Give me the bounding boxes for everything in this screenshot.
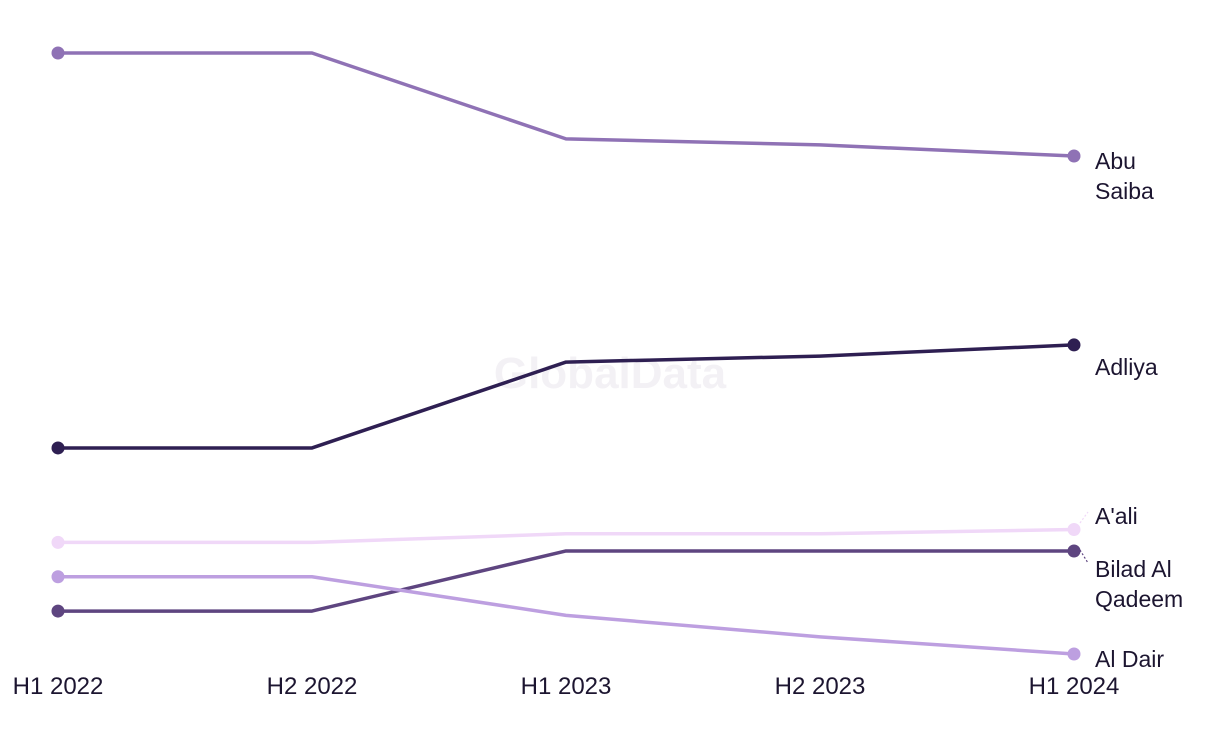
x-tick-label-h1-2022: H1 2022 bbox=[13, 673, 104, 700]
data-point-abu-saiba-end bbox=[1067, 149, 1081, 163]
x-axis: H1 2022 H2 2022 H1 2023 H2 2023 H1 2024 bbox=[13, 673, 1120, 700]
data-point-al-dair-start bbox=[51, 570, 65, 584]
series-label-a-ali: A'ali bbox=[1095, 503, 1138, 529]
label-leader-a-ali bbox=[1079, 511, 1089, 524]
series-label-al-dair: Al Dair bbox=[1095, 646, 1164, 672]
data-point-abu-saiba-start bbox=[51, 46, 65, 60]
series-line-bilad-al-qadeem bbox=[58, 549, 1074, 613]
data-point-adliya-start bbox=[51, 441, 65, 455]
series-label-bilad-al-qadeem: Bilad Al Qadeem bbox=[1095, 556, 1183, 612]
series-label-adliya: Adliya bbox=[1095, 354, 1158, 380]
series-labels: Abu Saiba Adliya A'ali Bilad Al Qadeem Al Dair bbox=[1079, 148, 1183, 672]
x-tick-label-h1-2024: H1 2024 bbox=[1029, 673, 1120, 700]
series-lines bbox=[58, 51, 1075, 656]
x-tick-label-h2-2022: H2 2022 bbox=[267, 673, 358, 700]
series-line-abu-saiba bbox=[58, 51, 1075, 158]
series-line-al-dair bbox=[58, 574, 1075, 656]
series-points bbox=[51, 46, 1081, 661]
data-point-bilad-al-qadeem-end bbox=[1067, 544, 1081, 558]
data-point-a-ali-end bbox=[1067, 523, 1081, 537]
data-point-a-ali-start bbox=[51, 535, 65, 549]
data-point-bilad-al-qadeem-start bbox=[51, 604, 65, 618]
x-tick-label-h1-2023: H1 2023 bbox=[521, 673, 612, 700]
series-line-a-ali bbox=[58, 527, 1075, 545]
series-label-abu-saiba: Abu Saiba bbox=[1095, 148, 1154, 204]
data-point-al-dair-end bbox=[1067, 647, 1081, 661]
label-leader-bilad-al-qadeem bbox=[1079, 549, 1089, 564]
x-tick-label-h2-2023: H2 2023 bbox=[775, 673, 866, 700]
data-point-adliya-end bbox=[1067, 338, 1081, 352]
series-line-adliya bbox=[58, 343, 1075, 450]
